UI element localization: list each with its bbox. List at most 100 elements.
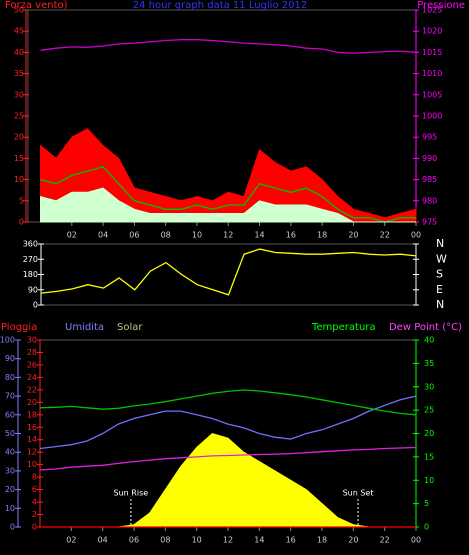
y-tick-label: 70 (5, 392, 15, 401)
y-tick-label: 4 (32, 498, 37, 507)
y-tick-label: 50 (14, 6, 24, 15)
x-tick-label: 08 (160, 536, 170, 545)
y-tick-label: 10 (27, 460, 37, 469)
axis-label: Forza vento) (5, 0, 68, 11)
y-tick-label: 360 (23, 240, 38, 249)
y-tick-label: 1015 (422, 48, 442, 57)
x-tick-label: 08 (161, 231, 171, 240)
y-tick-label: 26 (27, 360, 37, 369)
x-tick-label: 00 (411, 536, 421, 545)
x-tick-label: 18 (317, 536, 327, 545)
y-tick-label: 10 (14, 175, 24, 184)
axis-label: Solar (117, 322, 143, 333)
x-tick-label: 02 (67, 231, 77, 240)
y-tick-label: 100 (0, 336, 15, 345)
y-tick-label: 24 (27, 373, 37, 382)
y-tick-label: 40 (14, 48, 24, 57)
y-tick-label: 90 (5, 354, 15, 363)
y-tick-label: 40 (424, 336, 434, 345)
series-line (40, 248, 417, 296)
y-tick-label: 985 (422, 175, 437, 184)
y-tick-label: 30 (27, 336, 37, 345)
axis-label: Pioggia (1, 322, 37, 333)
y-tick-label: 975 (422, 218, 437, 227)
x-tick-label: 16 (286, 536, 296, 545)
x-tick-label: 16 (286, 231, 296, 240)
y-tick-label: 16 (27, 423, 37, 432)
x-tick-label: 12 (223, 536, 233, 545)
y-tick-label: 180 (23, 270, 38, 279)
series-area (40, 128, 417, 223)
x-tick-label: 20 (348, 536, 358, 545)
series-line (39, 395, 417, 450)
y-tick-label: 8 (32, 473, 37, 482)
y-tick-label: 980 (422, 196, 437, 205)
y-tick-label: 28 (27, 348, 37, 357)
y-tick-label: 10 (424, 476, 434, 485)
y-tick-label: 35 (424, 359, 434, 368)
series-line (40, 166, 416, 223)
y-tick-label: 15 (424, 452, 434, 461)
y-tick-label: 995 (422, 133, 437, 142)
x-tick-label: 20 (348, 231, 358, 240)
y-tick-label: 14 (27, 435, 37, 444)
y-tick-label: N (436, 298, 444, 311)
x-tick-label: 10 (192, 536, 202, 545)
y-tick-label: W (436, 252, 447, 265)
y-tick-label: 20 (424, 429, 434, 438)
y-tick-label: 60 (5, 410, 15, 419)
y-tick-label: 0 (424, 523, 429, 532)
y-tick-label: 40 (5, 448, 15, 457)
y-tick-label: 6 (32, 485, 37, 494)
series-line (39, 446, 417, 471)
y-tick-label: 90 (28, 285, 38, 294)
y-tick-label: S (436, 268, 443, 281)
y-tick-label: 80 (5, 373, 15, 382)
axis-label: Temperatura (311, 322, 376, 333)
y-tick-label: 2 (32, 510, 37, 519)
x-tick-label: 18 (317, 231, 327, 240)
x-tick-label: 06 (129, 536, 139, 545)
y-tick-label: 1005 (422, 90, 442, 99)
y-tick-label: 0 (33, 301, 38, 310)
y-tick-label: N (436, 237, 444, 250)
x-tick-label: 10 (192, 231, 202, 240)
y-tick-label: 1025 (422, 6, 442, 15)
y-tick-label: 20 (27, 398, 37, 407)
y-tick-label: 45 (14, 27, 24, 36)
y-tick-label: 18 (27, 410, 37, 419)
y-tick-label: 270 (23, 255, 38, 264)
y-tick-label: 0 (10, 523, 15, 532)
y-tick-label: 5 (19, 196, 24, 205)
y-tick-label: 15 (14, 154, 24, 163)
y-tick-label: 22 (27, 385, 37, 394)
y-tick-label: 20 (14, 133, 24, 142)
y-tick-label: 5 (424, 499, 429, 508)
y-tick-label: 25 (424, 406, 434, 415)
y-tick-label: 35 (14, 69, 24, 78)
x-tick-label: 02 (66, 536, 76, 545)
x-tick-label: 22 (380, 231, 390, 240)
y-tick-label: 990 (422, 154, 437, 163)
axis-label: Dew Point (°C) (389, 322, 462, 333)
y-tick-label: 30 (5, 466, 15, 475)
axis-label: Umidita (65, 322, 104, 333)
y-tick-label: 25 (14, 112, 24, 121)
y-tick-label: 1010 (422, 69, 442, 78)
y-tick-label: 1000 (422, 112, 442, 121)
x-tick-label: 22 (380, 536, 390, 545)
annotation: Sun Rise (114, 489, 149, 498)
series-area (40, 187, 416, 223)
y-tick-label: 20 (5, 485, 15, 494)
y-tick-label: 12 (27, 448, 37, 457)
y-tick-label: 30 (424, 382, 434, 391)
y-tick-label: E (436, 283, 443, 296)
axis-label: Pressione (417, 0, 465, 11)
x-tick-label: 04 (98, 231, 108, 240)
x-tick-label: 12 (223, 231, 233, 240)
x-tick-label: 00 (411, 231, 421, 240)
y-tick-label: 0 (19, 218, 24, 227)
chart-title: 24 hour graph data 11 Luglio 2012 (133, 0, 307, 11)
annotation: Sun Set (343, 489, 374, 498)
